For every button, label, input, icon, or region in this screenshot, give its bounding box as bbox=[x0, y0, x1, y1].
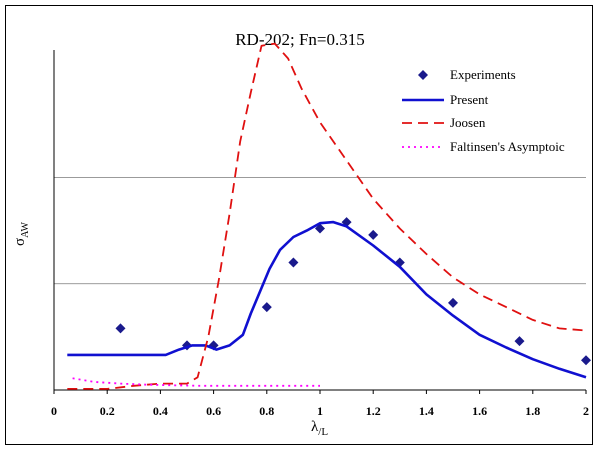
x-tick-label: 2 bbox=[583, 404, 589, 418]
y-axis-label-main: σ bbox=[12, 238, 28, 246]
x-tick-label: 1.6 bbox=[472, 404, 487, 418]
series-line-present bbox=[67, 220, 587, 379]
series-line-joosen bbox=[67, 42, 587, 390]
experiment-point bbox=[581, 355, 591, 366]
chart-frame bbox=[5, 5, 593, 445]
axes bbox=[53, 50, 587, 394]
x-axis-label-main: λ bbox=[311, 419, 319, 435]
y-axis-label: σAW bbox=[12, 221, 31, 246]
x-tick-labels: 0 0.2 0.4 0.6 0.8 1 1.2 1.4 1.6 1.8 2 bbox=[51, 404, 589, 418]
x-tick-label: 1.8 bbox=[525, 404, 540, 418]
experiment-point bbox=[448, 297, 458, 308]
gridlines bbox=[54, 177, 586, 285]
x-tick-label: 0.8 bbox=[259, 404, 274, 418]
x-tick-label: 1.4 bbox=[419, 404, 434, 418]
experiment-point bbox=[261, 302, 272, 313]
legend-label: Experiments bbox=[450, 67, 516, 82]
legend-marker bbox=[418, 70, 428, 80]
x-tick-label: 0.6 bbox=[206, 404, 221, 418]
experiment-point bbox=[288, 257, 299, 268]
x-tick-label: 0.2 bbox=[100, 404, 115, 418]
x-tick-label: 1 bbox=[317, 404, 323, 418]
series-line-faltinsen-s-asymptoic bbox=[72, 377, 320, 387]
legend-label: Joosen bbox=[450, 115, 486, 130]
legend-label: Present bbox=[450, 92, 489, 107]
x-tick-label: 0.4 bbox=[153, 404, 168, 418]
legend-label: Faltinsen's Asymptoic bbox=[450, 139, 565, 154]
chart-title: RD-202; Fn=0.315 bbox=[235, 30, 365, 49]
legend: Experiments Present Joosen Faltinsen's Asym… bbox=[402, 67, 565, 154]
y-axis-label-sub: AW bbox=[20, 221, 31, 237]
experiment-point bbox=[368, 229, 379, 240]
experiment-point bbox=[514, 336, 525, 347]
x-tick-label: 0 bbox=[51, 404, 57, 418]
x-axis-label: λ/L bbox=[311, 419, 328, 438]
x-axis-label-sub: /L bbox=[318, 426, 328, 438]
experiment-point bbox=[115, 323, 126, 334]
x-tick-label: 1.2 bbox=[366, 404, 381, 418]
series bbox=[67, 42, 591, 390]
